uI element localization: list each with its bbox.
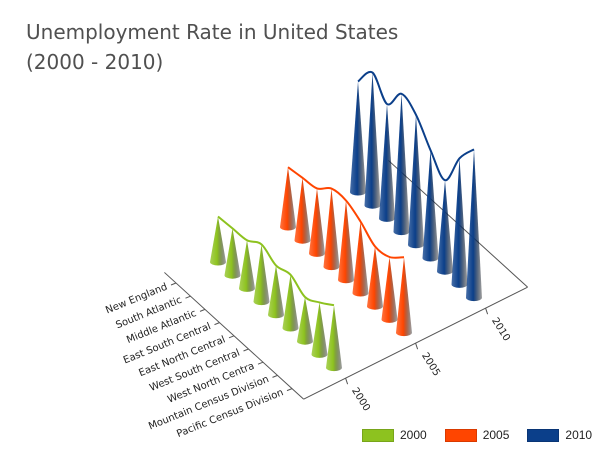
cone-2010 — [350, 81, 366, 196]
cone-2000 — [311, 302, 328, 358]
cone-2010 — [466, 149, 482, 302]
cone-2010 — [393, 93, 410, 236]
cone-2010 — [422, 150, 439, 262]
cone-2000 — [326, 305, 342, 372]
cone-2000 — [282, 274, 299, 332]
cone-2005 — [280, 167, 296, 231]
category-tick — [243, 348, 249, 352]
cone-2010 — [408, 114, 424, 249]
legend-label-2005: 2005 — [482, 428, 510, 442]
legend: 2000 2005 2010 — [362, 428, 592, 442]
category-tick — [185, 295, 191, 299]
cone-2010 — [364, 72, 381, 209]
cone-2010 — [437, 180, 453, 275]
cone-2005 — [396, 257, 412, 337]
cone-2000 — [297, 297, 313, 345]
legend-label-2000: 2000 — [400, 428, 427, 442]
trend-line-2005 — [287, 166, 405, 259]
legend-item-2005: 2005 — [444, 428, 510, 442]
cone-series — [210, 72, 482, 372]
chart-subtitle: (2000 - 2010) — [26, 50, 164, 74]
trend-line-2000 — [217, 215, 335, 307]
legend-swatch-2000 — [362, 428, 394, 442]
year-tick — [345, 378, 349, 385]
legend-swatch-2010 — [527, 428, 560, 442]
category-tick — [170, 282, 177, 286]
floor-edge-front — [303, 286, 528, 400]
chart-title: Unemployment Rate in United States — [26, 20, 399, 44]
cone-2000 — [268, 265, 284, 319]
category-tick — [272, 374, 278, 378]
year-tick — [485, 308, 489, 315]
legend-item-2010: 2010 — [527, 428, 592, 442]
year-label: 2000 — [349, 386, 372, 413]
year-label: 2010 — [489, 316, 512, 343]
cone-2000 — [253, 244, 270, 306]
category-tick — [199, 308, 206, 312]
category-tick — [228, 335, 235, 339]
cone-2005 — [338, 200, 354, 284]
year-label: 2005 — [419, 351, 442, 378]
cone-2005 — [381, 257, 398, 323]
trend-line-2010 — [357, 70, 475, 182]
category-tick — [214, 322, 220, 326]
cone-2010 — [451, 158, 468, 288]
legend-swatch-2005 — [444, 428, 477, 442]
legend-item-2000: 2000 — [362, 428, 427, 442]
legend-label-2010: 2010 — [565, 428, 593, 442]
chart-title-block: Unemployment Rate in United States (2000… — [26, 17, 398, 77]
trend-lines — [217, 70, 475, 307]
cone-2005 — [323, 188, 340, 271]
cone-2000 — [210, 216, 226, 266]
cone-2005 — [352, 221, 369, 297]
cone-2010 — [379, 104, 395, 222]
cone-2005 — [367, 246, 383, 310]
year-tick — [415, 343, 419, 350]
cone-2000 — [239, 240, 255, 292]
category-tick — [257, 361, 264, 365]
category-tick — [286, 388, 293, 392]
cone-2005 — [294, 177, 311, 244]
cone-2000 — [224, 228, 241, 279]
cone-2005 — [309, 188, 325, 257]
